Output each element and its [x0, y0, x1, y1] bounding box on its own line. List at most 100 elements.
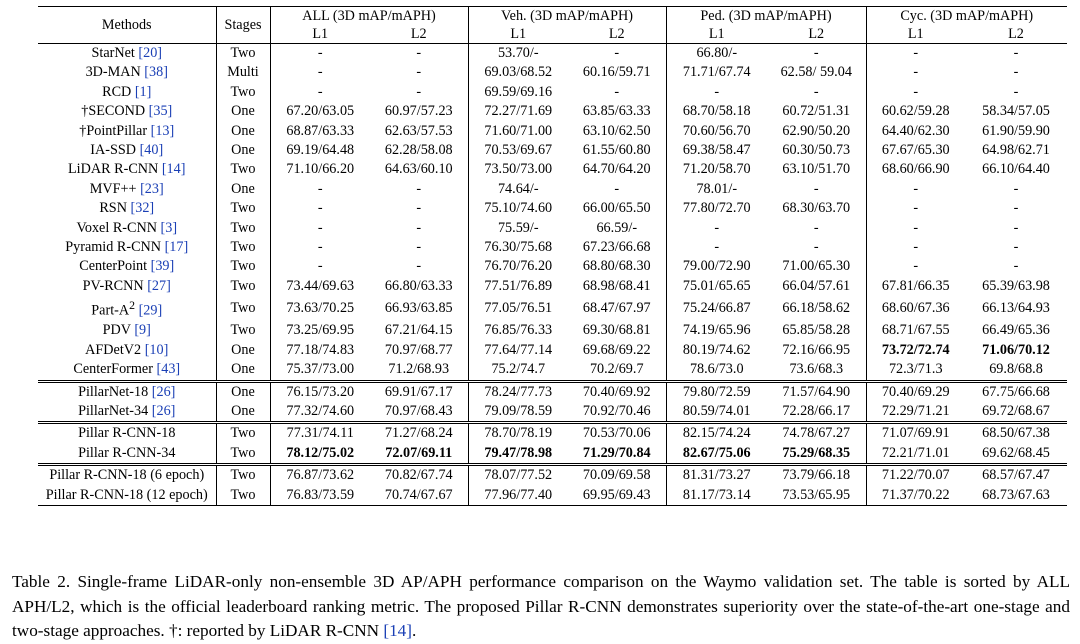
metric-value: 75.10/74.60	[484, 200, 553, 217]
stage-cell: Two	[216, 160, 271, 180]
metric-cell: 78.6/73.0	[666, 360, 767, 381]
metric-value: 72.29/71.21	[881, 403, 950, 420]
metric-cell: 70.40/69.92	[568, 379, 667, 403]
metric-value: -	[714, 239, 720, 256]
metric-value: 73.53/65.95	[782, 486, 851, 503]
metric-cell: -	[568, 82, 667, 103]
metric-cell: -	[270, 43, 370, 64]
metric-cell: -	[767, 238, 867, 258]
metric-cell: 63.85/63.33	[568, 102, 667, 122]
metric-value: 62.90/50.20	[782, 122, 851, 139]
metric-value: -	[317, 83, 323, 100]
metric-cell: 75.29/68.35	[767, 443, 867, 465]
metric-value: 66.59/-	[596, 219, 638, 236]
method-cell: PV-RCNN [27]	[38, 276, 217, 297]
metric-cell: 74.19/65.96	[666, 321, 767, 340]
metric-value: 72.21/71.01	[881, 444, 950, 461]
metric-cell: 62.90/50.20	[767, 121, 867, 142]
metric-cell: 67.20/63.05	[270, 102, 370, 121]
metric-cell: -	[767, 82, 867, 103]
metric-value: 76.70/76.20	[484, 258, 553, 275]
table-row: Pillar R-CNN-18 Two 77.31/74.11 71.27/68.24…	[38, 421, 1068, 444]
method-cell: Pillar R-CNN-18 (6 epoch)	[38, 463, 217, 486]
metric-cell: 81.17/73.14	[666, 485, 767, 507]
metric-cell: 77.31/74.11	[270, 421, 370, 444]
method-cell: RSN [32]	[38, 199, 217, 219]
metric-cell: -	[767, 43, 867, 64]
metric-value: 73.25/69.95	[286, 322, 355, 339]
metric-cell: 62.63/57.53	[370, 121, 469, 142]
method-name: Pillar R-CNN-18 (12 epoch)	[45, 486, 208, 503]
method-name: LiDAR R-CNN	[68, 161, 159, 178]
metric-value: 67.23/66.68	[582, 239, 651, 256]
stage-cell: Two	[216, 276, 271, 297]
metric-value: 78.07/77.52	[484, 467, 553, 484]
metric-cell: -	[370, 43, 469, 64]
metric-value: 69.91/67.17	[384, 383, 453, 400]
stage-cell: One	[216, 379, 271, 403]
table-row: LiDAR R-CNN [14] Two 71.10/66.20 64.63/60.1…	[38, 160, 1067, 180]
header-level: L1	[510, 26, 527, 42]
metric-cell: 77.64/77.14	[468, 341, 568, 360]
metric-value: 70.40/69.92	[582, 383, 651, 400]
metric-cell: 71.71/67.74	[666, 63, 767, 82]
metric-value-best: 71.29/70.84	[582, 444, 651, 461]
metric-value: -	[913, 239, 919, 256]
stage-cell: One	[216, 402, 271, 423]
table-row: CenterPoint [39] Two - -76.70/76.20 68.80/68…	[38, 257, 1067, 277]
metric-value: -	[714, 83, 720, 100]
metric-cell: 78.12/75.02	[270, 444, 370, 465]
method-cell: Pillar R-CNN-18	[38, 421, 217, 444]
method-citation: [9]	[134, 322, 151, 339]
metric-cell: 63.10/62.50	[568, 121, 667, 142]
metric-value: 70.2/69.7	[589, 361, 644, 378]
metric-value: 78.70/78.19	[484, 425, 553, 442]
method-citation: [43]	[156, 361, 181, 378]
metric-value: 77.51/76.89	[484, 277, 553, 294]
metric-value: -	[416, 83, 422, 100]
metric-cell: -	[965, 180, 1067, 199]
metric-cell: 70.82/67.74	[370, 463, 469, 486]
metric-cell: 72.3/71.3	[866, 360, 965, 381]
metric-cell: -	[866, 180, 965, 199]
metric-value: 71.37/70.22	[881, 486, 950, 503]
metric-cell: 68.60/67.36	[866, 296, 965, 321]
metric-cell: 79.09/78.59	[468, 402, 568, 423]
metric-cell: 76.87/73.62	[270, 463, 370, 486]
metric-value: -	[813, 180, 819, 197]
metric-value: 63.10/62.50	[582, 122, 651, 139]
metric-cell: 68.98/68.41	[568, 276, 667, 297]
metric-cell: 62.58/ 59.04	[767, 63, 867, 83]
metric-cell: 60.16/59.71	[568, 63, 667, 83]
metric-cell: 68.47/67.97	[568, 296, 667, 322]
metric-value: 68.80/68.30	[582, 258, 651, 275]
method-name: Pyramid R-CNN	[65, 239, 162, 256]
metric-value: 75.2/74.7	[491, 361, 546, 378]
metric-cell: 76.15/73.20	[270, 379, 370, 403]
metric-value: -	[1013, 200, 1019, 217]
metric-cell: 61.55/60.80	[568, 141, 667, 161]
metric-value: -	[913, 180, 919, 197]
metric-value: 62.63/57.53	[384, 122, 453, 139]
metric-value: -	[416, 180, 422, 197]
metric-value: -	[317, 200, 323, 217]
metric-value: 60.72/51.31	[782, 103, 851, 120]
metric-value: 77.32/74.60	[286, 403, 355, 420]
metric-value: 66.18/58.62	[782, 300, 851, 317]
metric-value: 62.28/58.08	[384, 142, 453, 159]
metric-cell: 72.16/66.95	[767, 340, 867, 361]
metric-cell: 76.70/76.20	[468, 257, 568, 276]
metric-value: 60.16/59.71	[582, 64, 651, 81]
stage-cell: One	[216, 360, 271, 382]
metric-value: 76.30/75.68	[484, 239, 553, 256]
header-level: L2	[767, 25, 867, 44]
metric-cell: 66.00/65.50	[568, 199, 667, 219]
metric-value-best: 79.47/78.98	[484, 444, 553, 461]
metric-cell: 70.2/69.7	[568, 360, 667, 382]
metric-value: 71.2/68.93	[388, 361, 450, 378]
metric-value: -	[317, 219, 323, 236]
metric-cell: 66.10/64.40	[965, 160, 1067, 179]
metric-value: 69.72/68.67	[982, 403, 1050, 420]
metric-cell: -	[965, 238, 1067, 257]
metric-value: 67.20/63.05	[286, 103, 355, 120]
